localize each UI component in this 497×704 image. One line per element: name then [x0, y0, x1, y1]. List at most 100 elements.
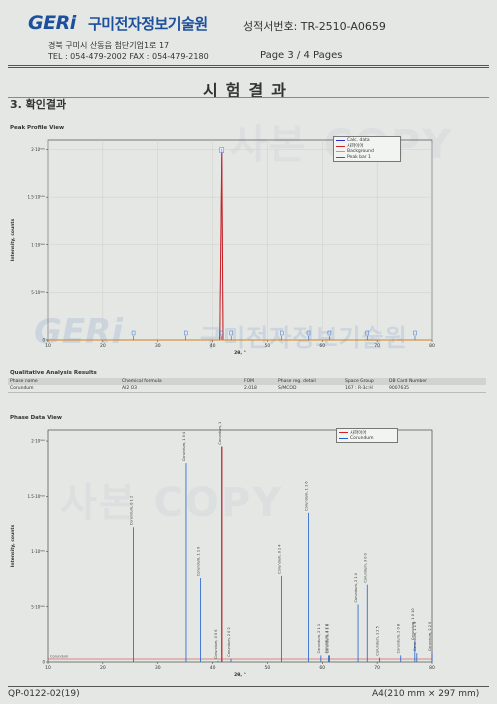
peak-label: Corundum, 0 1 2 [129, 496, 133, 525]
legend-item: Peak bar 1 [336, 155, 398, 161]
y-axis-label: Intensity, counts [10, 524, 16, 567]
legend-label: 사파이어 [350, 430, 367, 436]
table-cell: 2.018 [244, 386, 257, 391]
paper-size: A4(210 mm × 297 mm) [372, 689, 480, 699]
legend-swatch [339, 437, 348, 439]
legend-item: 사파이어 [336, 144, 398, 150]
y-tick-label: 1·10⁵⁰⁰ [31, 242, 45, 247]
peak-profile-chart: 10 20 30 40 50 60 70 80 0 5·10⁵⁰⁰ 1·10⁵⁰⁰ 1.5·10⁵⁰⁰… [10, 139, 435, 356]
peak-box [220, 330, 224, 336]
peak-box [131, 330, 136, 336]
table-header: Phase name Chemical formula FOM Phase re… [8, 378, 486, 385]
page-title: 시험결과 [203, 81, 294, 100]
table-cell: 167 : R-3c:H [345, 386, 373, 391]
x-axis-label: 2θ, ° [234, 672, 246, 678]
peak-box [229, 330, 233, 336]
x-tick-label: 30 [155, 343, 161, 349]
footer-divider [8, 686, 489, 687]
peak-label: Corundum, 0 1 8 [325, 624, 329, 653]
legend-item: Background [336, 149, 398, 155]
peak-label: Corundum, 1 0 10 [411, 608, 415, 640]
y-tick-label: 1·10⁵⁰⁰ [31, 549, 45, 554]
peak-box [365, 330, 369, 336]
peak-box [306, 330, 311, 336]
legend-label: Peak bar 1 [347, 154, 371, 160]
x-tick-label: 60 [319, 665, 325, 671]
col-header: Chemical formula [122, 379, 162, 384]
phase-data-title: Phase Data View [10, 415, 62, 421]
x-axis-label: 2θ, ° [234, 350, 246, 356]
y-tick-label: 5·10⁵⁰⁰ [31, 290, 45, 295]
y-tick-label: 1.5·10⁵⁰⁰ [27, 494, 45, 499]
x-tick-label: 70 [374, 665, 380, 671]
peak-profile-legend: Calc. data 사파이어 Background Peak bar 1 [333, 136, 401, 162]
analysis-table: Phase name Chemical formula FOM Phase re… [8, 378, 486, 393]
x-tick-label: 20 [100, 665, 106, 671]
peak-label: Corundum, 1 0 4 [182, 431, 186, 461]
legend-label: Corundum [350, 435, 374, 441]
peak-profile-title: Peak Profile View [10, 125, 65, 131]
x-tick-label: 80 [429, 343, 435, 349]
peak-box [327, 330, 332, 336]
x-tick-label: 10 [45, 665, 51, 671]
watermark-org: 구미전자정보기술원 [200, 324, 408, 352]
legend-swatch [336, 145, 345, 147]
x-tick-label: 40 [210, 343, 216, 349]
table-cell: S/MCOD [278, 386, 297, 391]
peak-label: Corundum, 2 2 0 [428, 622, 432, 651]
table-cell: 9007635 [389, 386, 410, 391]
y-tick-label: 2·10⁵⁰⁰ [31, 439, 45, 444]
table-row: Corundum Al2 O3 2.018 S/MCOD 167 : R-3c:… [8, 385, 486, 393]
table-cell: Al2 O3 [122, 386, 138, 391]
phase-data-legend: 사파이어 Corundum [336, 428, 398, 443]
x-tick-label: 20 [100, 343, 106, 349]
address: 경북 구미시 산동읍 첨단기업1로 17 [48, 41, 170, 50]
y-tick-label: 2·10⁵⁰⁰ [31, 147, 45, 152]
peak-label: Corundum, 1 1 0 [196, 547, 200, 576]
col-header: Space Group [345, 379, 374, 384]
legend-swatch [336, 140, 345, 142]
page-number: Page 3 / 4 Pages [260, 50, 343, 61]
col-header: DB Card Number [389, 379, 428, 384]
table-cell: Corundum [10, 386, 34, 391]
title-bottom-divider [8, 97, 489, 98]
tel-fax: TEL : 054-479-2002 FAX : 054-479-2180 [48, 52, 209, 61]
x-tick-label: 50 [265, 343, 271, 349]
legend-label: 사파이어 [347, 144, 364, 150]
x-tick-label: 70 [374, 343, 380, 349]
header-divider [8, 65, 489, 66]
legend-label: Calc. data [347, 138, 370, 144]
peak-label: Corundum, 2 0 8 [397, 624, 401, 653]
legend-swatch [339, 432, 348, 434]
peak-label: Corundum, 2 1 1 [317, 624, 321, 653]
analysis-title: Qualitative Analysis Results [10, 370, 97, 376]
plot-frame [47, 429, 433, 663]
peak-label: Corundum, 1 1 9 [413, 622, 417, 651]
phase-data-chart: 10 20 30 40 50 60 70 80 0 5·10⁵⁰⁰ 1·10⁵⁰⁰ 1.5·10⁵⁰⁰… [10, 422, 435, 678]
watermark-text-bottom: 사본 COPY [60, 480, 284, 526]
peak-label: Corundum, 3 0 0 [363, 553, 367, 582]
col-header: FOM [244, 379, 255, 384]
peak-label: Corundum, 2 1 4 [354, 572, 358, 602]
peak-label-box [219, 147, 224, 153]
title-divider [8, 67, 489, 68]
y-tick-label: 5·10⁵⁰⁰ [31, 604, 45, 609]
legend-item: 사파이어 [339, 430, 395, 436]
legend-item: Calc. data [336, 138, 398, 144]
x-tick-label: 10 [45, 343, 51, 349]
y-tick-label: 0 [42, 338, 45, 343]
y-axis-label: Intensity, counts [10, 218, 16, 261]
x-tick-label: 30 [155, 665, 161, 671]
x-tick-label: 40 [210, 665, 216, 671]
cert-number: 성적서번호: TR-2510-A0659 [243, 20, 386, 33]
peak-label: Corundum, 0 2 4 [277, 544, 281, 574]
x-tick-label: 50 [265, 665, 271, 671]
baseline-label: Corundum [50, 655, 69, 659]
legend-label: Background [347, 149, 374, 155]
form-code: QP-0122-02(19) [8, 689, 80, 699]
peak-box [183, 330, 188, 336]
col-header: Phase name [10, 379, 38, 384]
y-tick-label: 0 [42, 660, 45, 665]
peak-label: Corundum, 1 2 2 [324, 624, 328, 653]
legend-item: Corundum [339, 436, 395, 442]
